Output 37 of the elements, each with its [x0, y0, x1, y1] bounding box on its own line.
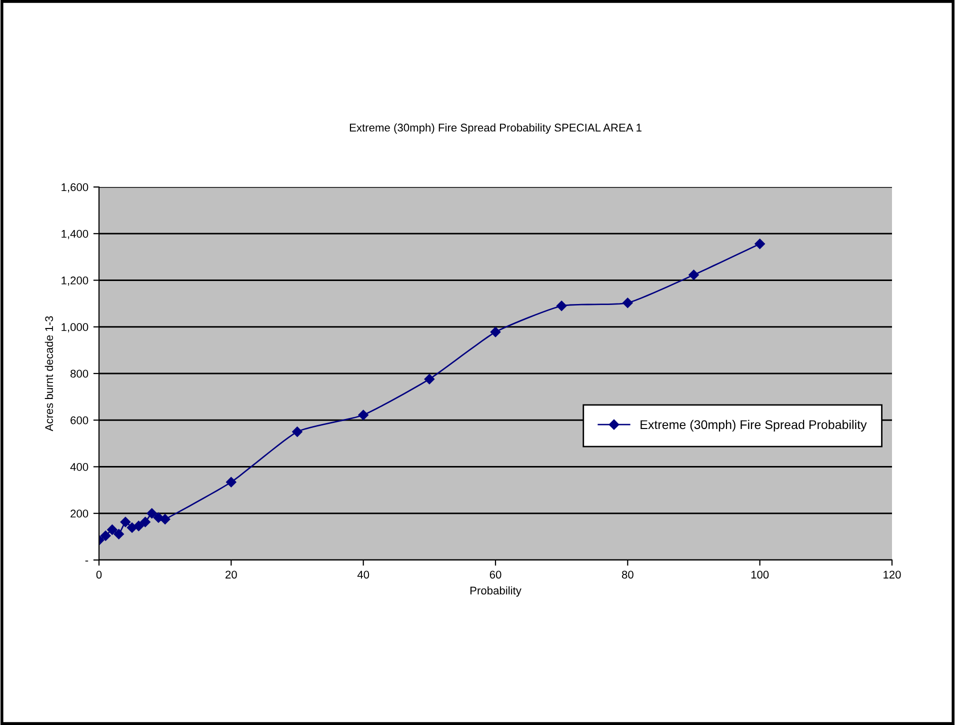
x-tick-label: 20 [226, 570, 237, 579]
point [622, 298, 633, 308]
x-tick-label: 40 [357, 570, 370, 579]
y-tick-label: 800 [70, 370, 88, 378]
legend-label: Extreme (30mph) Fire Spread Probability [640, 420, 867, 432]
x-axis-title: Probability [470, 586, 522, 597]
y-axis-title: Acres burnt decade 1-3 [44, 316, 54, 432]
y-tick-label: 1,200 [62, 276, 88, 286]
chart-title: Extreme (30mph) Fire Spread Probability SPECIAL AREA 1 [350, 123, 642, 134]
point [688, 270, 699, 280]
y-tick-label: 400 [70, 463, 88, 471]
y-tick-label: - [85, 560, 88, 562]
point [134, 520, 144, 532]
point [226, 477, 236, 488]
y-tick-label: 1,000 [62, 323, 88, 332]
point [160, 514, 170, 524]
point [490, 326, 501, 338]
point [358, 410, 368, 420]
point [292, 426, 302, 437]
point [114, 529, 124, 540]
x-tick-label: 0 [96, 570, 102, 579]
point [556, 300, 567, 312]
y-tick-label: 200 [70, 510, 88, 518]
y-tick-label: 1,400 [62, 230, 88, 240]
point [140, 516, 150, 528]
point [424, 374, 435, 384]
point [120, 516, 131, 528]
y-tick-label: 1,600 [62, 183, 88, 192]
x-tick-label: 80 [622, 570, 634, 579]
point [754, 238, 765, 249]
point [100, 530, 111, 541]
x-tick-label: 120 [884, 570, 901, 579]
x-tick-label: 60 [490, 570, 502, 579]
y-tick-label: 600 [70, 416, 88, 424]
point [107, 524, 118, 535]
x-tick-label: 100 [751, 570, 769, 579]
point [146, 508, 157, 518]
